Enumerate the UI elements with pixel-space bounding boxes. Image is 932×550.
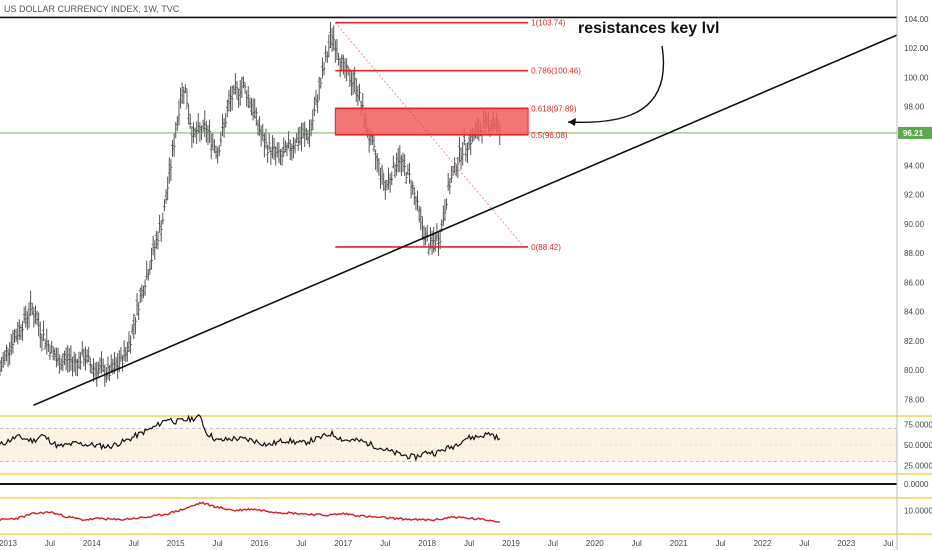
annotation-arrow (567, 45, 665, 124)
price-tick-label: 98.00 (904, 103, 925, 112)
time-tick-label: 2013 (0, 539, 17, 548)
time-axis[interactable]: 2013 Jul 2014 Jul 2015 Jul 2016 Jul 2017 Jul 2018 J… (0, 539, 894, 548)
time-tick-label: Jul (715, 539, 725, 548)
time-tick-label: 2019 (502, 539, 520, 548)
chart-title: US DOLLAR CURRENCY INDEX, 1W, TVC (4, 4, 180, 14)
price-tick-label: 80.00 (904, 366, 925, 375)
rsi-tick-label: 75.0000 (904, 420, 932, 429)
time-tick-label: 2023 (837, 539, 855, 548)
time-tick-label: Jul (45, 539, 55, 548)
fib-diagonal (335, 22, 525, 248)
lower-indicator-line (0, 501, 501, 523)
fib-level-label: 0.5(96.08) (531, 131, 568, 140)
lower-tick-label: 10.0000 (904, 507, 932, 516)
current-price-tag (898, 126, 932, 139)
fib-level-label: 1(103.74) (531, 19, 566, 28)
fib-level-label: 0.618(97.89) (531, 104, 577, 113)
rsi-line (0, 414, 501, 462)
price-tick-label: 84.00 (904, 308, 925, 317)
time-tick-label: 2017 (334, 539, 352, 548)
price-tick-label: 88.00 (904, 249, 925, 258)
price-tick-label: 78.00 (904, 395, 925, 404)
price-tick-label: 92.00 (904, 191, 925, 200)
price-tick-label: 102.00 (904, 44, 929, 53)
time-tick-label: Jul (464, 539, 474, 548)
annotation-arrowhead (568, 118, 576, 126)
current-price-label: 96.21 (903, 129, 924, 138)
time-tick-label: Jul (380, 539, 390, 548)
trendlines (0, 16, 898, 406)
support-trendline (33, 34, 898, 406)
lower-indicator-panel: 0.0000 10.0000 (0, 480, 932, 535)
rsi-tick-label: 25.0000 (904, 462, 932, 471)
time-tick-label: Jul (548, 539, 558, 548)
price-tick-label: 100.00 (904, 73, 929, 82)
time-tick-label: Jul (212, 539, 222, 548)
time-tick-label: Jul (632, 539, 642, 548)
annotation-text: resistances key lvl (578, 20, 720, 37)
time-tick-label: Jul (296, 539, 306, 548)
price-tick-label: 82.00 (904, 337, 925, 346)
time-tick-label: Jul (799, 539, 809, 548)
time-tick-label: 2021 (670, 539, 688, 548)
price-bars (0, 21, 502, 387)
time-tick-label: 2016 (251, 539, 269, 548)
price-axis[interactable]: 104.00102.00100.0098.0096.0094.0092.0090… (896, 0, 932, 550)
time-tick-label: 2020 (586, 539, 604, 548)
fib-level-label: 0(88.42) (531, 243, 561, 252)
fib-level-label: 0.786(100.46) (531, 67, 581, 76)
rsi-panel: 75.0000 50.0000 25.0000 (0, 414, 932, 475)
time-tick-label: 2018 (418, 539, 436, 548)
price-tick-label: 86.00 (904, 278, 925, 287)
time-tick-label: 2014 (83, 539, 101, 548)
time-tick-label: 2015 (167, 539, 185, 548)
fibonacci-levels: 1(103.74) 0.786(100.46) 0.618(97.89) 0.5(96… (0, 19, 897, 252)
price-tick-label: 104.00 (904, 15, 929, 24)
price-tick-label: 94.00 (904, 161, 925, 170)
time-tick-label: Jul (883, 539, 893, 548)
price-tick-label: 90.00 (904, 220, 925, 229)
zero-tick-label: 0.0000 (904, 480, 929, 489)
time-tick-label: 2022 (754, 539, 772, 548)
resistance-zone (334, 107, 529, 136)
price-panel: 1(103.74) 0.786(100.46) 0.618(97.89) 0.5(96… (0, 16, 898, 406)
rsi-tick-label: 50.0000 (904, 441, 932, 450)
time-tick-label: Jul (129, 539, 139, 548)
